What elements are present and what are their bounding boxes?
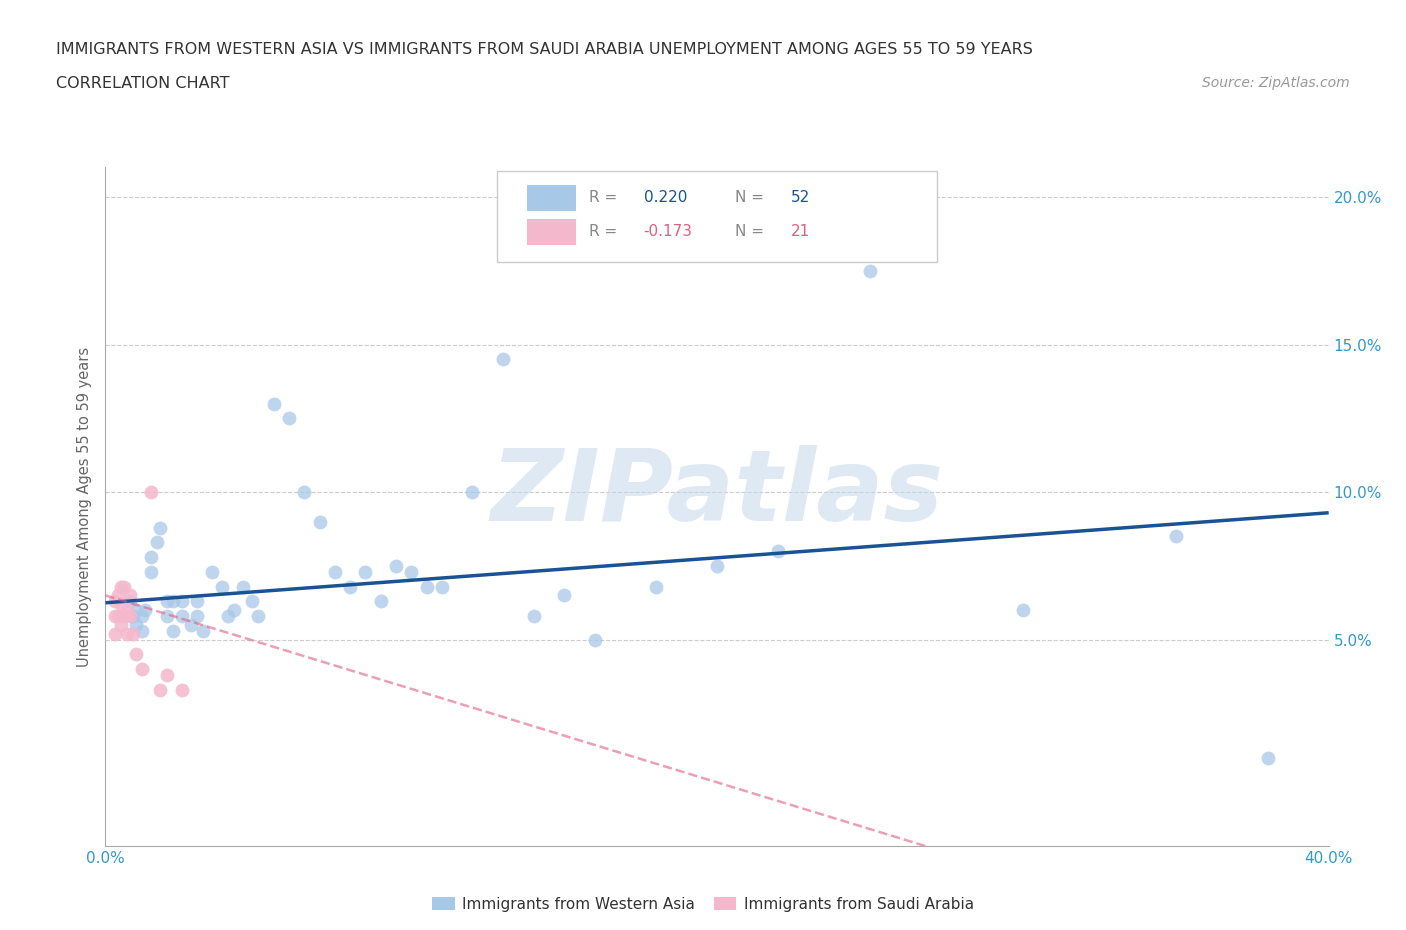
Point [263,396,285,411]
Point [118,608,141,623]
Text: CORRELATION CHART: CORRELATION CHART [56,76,229,91]
Point [523,608,546,623]
Point [125,618,148,632]
Point [492,352,515,366]
Point [131,623,153,638]
Point [141,485,163,499]
Text: ZIPatlas: ZIPatlas [491,445,943,542]
Text: 0.220: 0.220 [644,191,688,206]
Point [125,603,148,618]
Point [107,588,129,603]
Point [1164,529,1187,544]
Point [186,608,208,623]
Point [415,579,437,594]
Point [112,608,135,623]
Point [112,579,135,594]
Point [217,608,239,623]
Text: R =: R = [589,224,621,239]
Point [125,647,148,662]
Point [162,594,184,609]
Point [122,608,145,623]
Point [149,520,172,535]
Point [768,544,790,559]
Point [706,558,728,573]
Point [107,608,129,623]
Point [170,683,193,698]
Point [118,588,141,603]
Point [339,579,361,594]
Point [110,579,132,594]
Point [201,565,224,579]
Text: 52: 52 [790,191,810,206]
Point [240,594,263,609]
Text: N =: N = [735,191,769,206]
Text: N =: N = [735,224,769,239]
Point [141,550,163,565]
Point [134,603,156,618]
Point [118,594,141,609]
Point [385,558,408,573]
Point [110,618,132,632]
Point [104,626,127,641]
Point [155,668,177,683]
Point [149,683,172,698]
Point [170,594,193,609]
Point [155,594,177,609]
Text: Source: ZipAtlas.com: Source: ZipAtlas.com [1202,76,1350,90]
Point [859,263,882,278]
Point [583,632,606,647]
Y-axis label: Unemployment Among Ages 55 to 59 years: Unemployment Among Ages 55 to 59 years [76,347,91,667]
Point [180,618,202,632]
Point [170,608,193,623]
Point [122,626,145,641]
Point [370,594,392,609]
Point [104,608,127,623]
Point [277,411,299,426]
Bar [527,185,576,211]
Point [104,594,127,609]
Point [162,623,184,638]
Point [211,579,233,594]
Point [461,485,484,499]
Bar [527,219,576,245]
Point [155,608,177,623]
FancyBboxPatch shape [496,171,938,262]
Point [110,597,132,612]
Point [131,608,153,623]
Text: 21: 21 [790,224,810,239]
Point [232,579,254,594]
Point [222,603,245,618]
Point [115,603,138,618]
Point [1011,603,1033,618]
Point [354,565,377,579]
Point [1256,751,1278,765]
Text: IMMIGRANTS FROM WESTERN ASIA VS IMMIGRANTS FROM SAUDI ARABIA UNEMPLOYMENT AMONG : IMMIGRANTS FROM WESTERN ASIA VS IMMIGRAN… [56,42,1033,57]
Point [141,565,163,579]
Point [644,579,666,594]
Point [399,565,422,579]
Point [553,588,575,603]
Text: -0.173: -0.173 [644,224,693,239]
Point [308,514,330,529]
Legend: Immigrants from Western Asia, Immigrants from Saudi Arabia: Immigrants from Western Asia, Immigrants… [426,891,980,918]
Point [430,579,453,594]
Point [146,535,169,550]
Point [193,623,215,638]
Point [186,594,208,609]
Point [247,608,270,623]
Point [115,626,138,641]
Point [131,662,153,677]
Point [292,485,315,499]
Text: R =: R = [589,191,621,206]
Point [323,565,346,579]
